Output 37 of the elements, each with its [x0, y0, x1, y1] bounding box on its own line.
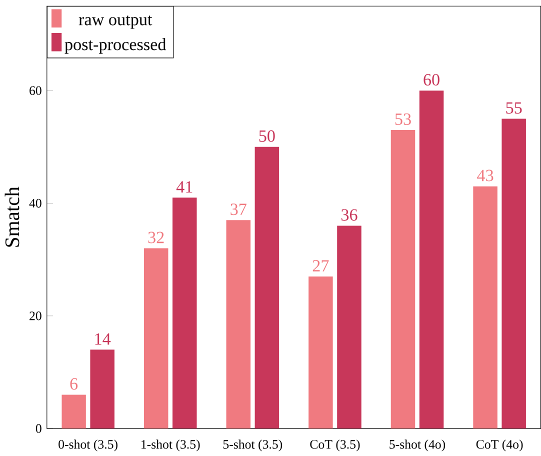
y-tick-label: 60 — [30, 86, 42, 95]
data-label: 36 — [342, 209, 358, 221]
data-label: 53 — [395, 113, 411, 125]
y-tick-label: 20 — [30, 312, 42, 320]
bar — [172, 198, 197, 428]
data-label: 27 — [312, 260, 329, 272]
bar — [502, 118, 526, 428]
x-tick-label: CoT (3.5) — [310, 440, 360, 452]
data-label: 55 — [506, 102, 522, 114]
x-tick-label: 1-shot (3.5) — [142, 440, 200, 452]
y-tick-label: 40 — [29, 198, 42, 208]
bar — [62, 394, 86, 428]
data-label: 50 — [259, 130, 275, 142]
bar — [390, 130, 416, 428]
bar — [90, 350, 114, 428]
bar — [144, 248, 168, 428]
data-label: 32 — [148, 232, 164, 244]
x-tick-label: CoT (4o) — [476, 440, 523, 452]
legend-label: raw output — [78, 15, 152, 29]
y-tick-label: 0 — [36, 424, 42, 433]
data-label: 60 — [424, 74, 440, 86]
data-label: 37 — [230, 204, 246, 216]
bar — [473, 186, 498, 428]
data-label: 14 — [95, 333, 111, 345]
data-label: 6 — [70, 378, 78, 390]
bar — [226, 220, 251, 428]
x-tick-label: 5-shot (3.5) — [223, 440, 282, 452]
y-axis-title: Smatch — [4, 186, 20, 247]
bar — [308, 276, 333, 428]
legend-label: post-processed — [64, 38, 166, 54]
bar — [337, 226, 362, 428]
data-label: 41 — [176, 181, 192, 193]
x-tick-label: 5-shot (4o) — [390, 440, 446, 452]
data-label: 43 — [477, 170, 494, 182]
bar — [419, 90, 444, 428]
bar — [254, 146, 280, 428]
x-tick-label: 0-shot (3.5) — [58, 440, 118, 452]
